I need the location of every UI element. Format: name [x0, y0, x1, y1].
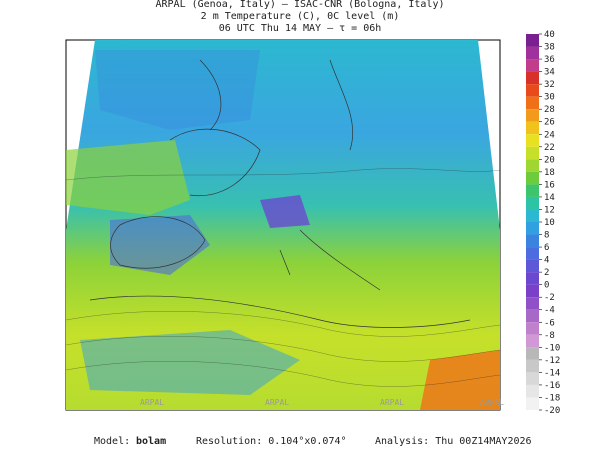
colorbar-tick-label: 22: [544, 143, 555, 153]
colorbar-band: [526, 322, 539, 335]
colorbar-band: [526, 159, 539, 172]
title-line: ARPAL (Genoa, Italy) — ISAC-CNR (Bologna…: [156, 0, 445, 10]
watermark: ARPAL: [140, 398, 164, 407]
colorbar-tick-label: 20: [544, 155, 555, 165]
colorbar: 4038363432302826242220181614121086420-2-…: [526, 30, 560, 416]
colorbar-band: [526, 196, 539, 210]
colorbar-band: [526, 109, 539, 122]
watermark: ARPAL: [480, 398, 504, 407]
watermark: ARPAL: [265, 398, 289, 407]
colorbar-tick-label: -2: [544, 293, 555, 303]
colorbar-tick-label: 28: [544, 105, 555, 115]
colorbar-band: [526, 59, 539, 72]
colorbar-band: [526, 272, 539, 285]
colorbar-tick-label: -20: [544, 406, 560, 416]
atlantic-area: [66, 140, 190, 215]
colorbar-band: [526, 84, 539, 97]
colorbar-tick-label: 14: [544, 193, 555, 203]
colorbar-tick-label: -6: [544, 318, 555, 328]
colorbar-band: [526, 334, 539, 348]
colorbar-band: [526, 34, 539, 47]
north-area: [95, 50, 260, 130]
colorbar-tick-label: -16: [544, 381, 560, 391]
colorbar-tick-label: 32: [544, 80, 555, 90]
colorbar-band: [526, 222, 539, 235]
colorbar-band: [526, 234, 539, 248]
colorbar-tick-label: -18: [544, 393, 560, 403]
colorbar-band: [526, 284, 539, 298]
colorbar-band: [526, 121, 539, 135]
hot-area: [420, 350, 500, 410]
colorbar-band: [526, 309, 539, 323]
colorbar-tick-label: 16: [544, 180, 555, 190]
colorbar-band: [526, 347, 539, 360]
colorbar-band: [526, 372, 539, 385]
colorbar-band: [526, 171, 539, 185]
footer-analysis: Analysis: Thu 00Z14MAY2026: [375, 436, 532, 447]
colorbar-tick-label: 2: [544, 268, 549, 278]
map: ARPAL ARPAL ARPAL ARPAL: [65, 39, 504, 411]
colorbar-tick-label: 8: [544, 231, 549, 241]
colorbar-tick-label: 36: [544, 55, 555, 65]
title-line: 2 m Temperature (C), 0C level (m): [201, 11, 400, 22]
colorbar-band: [526, 184, 539, 197]
colorbar-tick-label: 18: [544, 168, 555, 178]
colorbar-tick-label: 10: [544, 218, 555, 228]
colorbar-tick-label: -14: [544, 368, 560, 378]
colorbar-band: [526, 259, 539, 273]
colorbar-tick-label: 0: [544, 281, 549, 291]
colorbar-band: [526, 146, 539, 160]
colorbar-band: [526, 359, 539, 373]
colorbar-band: [526, 71, 539, 85]
colorbar-tick-label: 34: [544, 68, 555, 78]
footer-model-label: Model:: [94, 436, 130, 447]
footer-resolution: Resolution: 0.104°x0.074°: [196, 436, 347, 447]
title-line: 06 UTC Thu 14 MAY — τ = 06h: [219, 23, 382, 34]
iberia-area: [110, 215, 210, 275]
colorbar-band: [526, 134, 539, 147]
footer-model: bolam: [136, 436, 166, 447]
colorbar-band: [526, 96, 539, 110]
colorbar-tick-label: 24: [544, 130, 555, 140]
isolines: [65, 168, 501, 387]
colorbar-tick-label: -8: [544, 331, 555, 341]
colorbar-band: [526, 384, 539, 398]
colorbar-band: [526, 247, 539, 260]
colorbar-tick-label: -4: [544, 306, 555, 316]
colorbar-tick-label: -10: [544, 343, 560, 353]
colorbar-tick-label: 12: [544, 205, 555, 215]
colorbar-tick-label: 6: [544, 243, 549, 253]
colorbar-tick-label: 30: [544, 93, 555, 103]
colorbar-tick-label: 40: [544, 30, 555, 40]
coastlines: [89, 59, 471, 328]
watermark: ARPAL: [380, 398, 404, 407]
colorbar-tick-label: 26: [544, 118, 555, 128]
colorbar-tick-label: -12: [544, 356, 560, 366]
colorbar-tick-label: 38: [544, 43, 555, 53]
colorbar-band: [526, 397, 539, 410]
alps-cold: [260, 195, 310, 228]
africa-area: [80, 330, 300, 395]
colorbar-band: [526, 46, 539, 60]
colorbar-band: [526, 209, 539, 222]
colorbar-band: [526, 297, 539, 310]
colorbar-tick-label: 4: [544, 256, 549, 266]
